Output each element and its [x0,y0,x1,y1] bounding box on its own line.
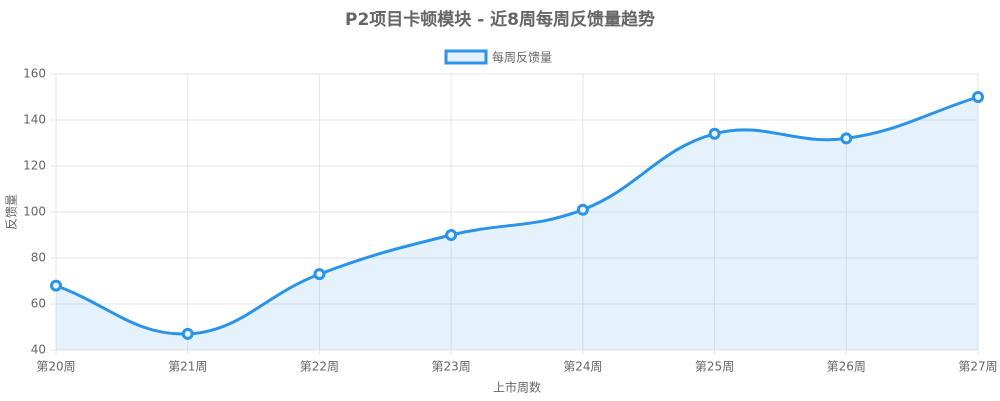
y-tick-label: 120 [23,159,46,173]
legend-swatch [444,49,488,65]
x-tick-label: 第21周 [168,360,207,374]
x-axis-label: 上市周数 [493,380,541,395]
x-tick-label: 第23周 [432,360,471,374]
line [55,95,979,336]
y-tick-label: 160 [23,67,46,81]
point [50,279,62,292]
point [972,91,984,103]
x-tick-label: 第22周 [300,360,339,374]
y-tick-label: 80 [31,251,46,265]
y-tick-label: 100 [23,205,46,219]
chart-title: P2项目卡顿模块 - 近8周每周反馈量趋势 [345,9,655,30]
y-tick-label: 40 [31,343,46,357]
legend-label: 每周反馈量 [492,50,552,65]
x-tick-label: 第20周 [36,360,75,374]
point [181,327,194,340]
y-tick-label: 140 [23,113,46,127]
y-axis-label: 反馈量 [5,194,19,230]
x-tick-label: 第24周 [563,360,602,374]
x-tick-label: 第25周 [695,360,734,374]
x-tick-label: 第26周 [827,360,866,374]
point [840,132,853,145]
point [576,203,589,216]
x-tick-label: 第27周 [958,360,997,374]
point [445,229,458,241]
y-tick-label: 60 [31,297,46,311]
point [313,268,326,281]
point [708,127,721,140]
area [56,97,978,350]
